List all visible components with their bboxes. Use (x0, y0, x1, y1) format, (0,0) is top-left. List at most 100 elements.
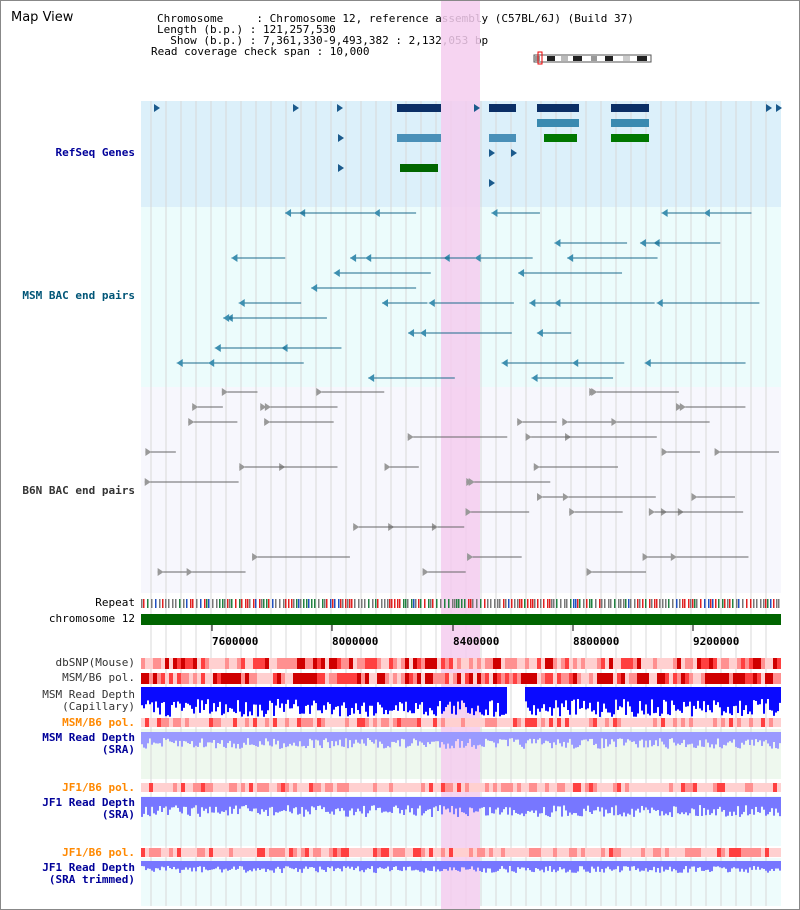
depth-bar (313, 732, 315, 748)
depth-bar (563, 861, 565, 869)
repeat-element (610, 599, 612, 608)
depth-bar (649, 732, 651, 741)
depth-bar (301, 861, 303, 873)
depth-bar (275, 687, 277, 706)
heat-cell (213, 658, 217, 669)
depth-bar (429, 687, 431, 708)
depth-bar (541, 687, 543, 709)
heat-cell (581, 848, 585, 857)
gene-arrow (776, 104, 782, 112)
depth-bar (491, 687, 493, 701)
heat-cell (613, 658, 617, 669)
heat-cell (397, 783, 401, 792)
depth-bar (285, 861, 287, 867)
bac-end (422, 568, 429, 576)
heat-cell (709, 658, 713, 669)
depth-bar (403, 861, 405, 867)
depth-bar (683, 687, 685, 702)
depth-bar (759, 687, 761, 705)
heat-cell (553, 848, 557, 857)
depth-bar (329, 687, 331, 704)
depth-bar (665, 797, 667, 814)
heat-cell (717, 718, 721, 727)
heat-cell (237, 783, 241, 792)
depth-bar (449, 797, 451, 813)
repeat-element (736, 599, 738, 608)
repeat-element (692, 599, 694, 608)
depth-bar (351, 861, 353, 867)
heat-cell (745, 673, 749, 684)
heat-cell (773, 848, 777, 857)
heat-cell (477, 673, 481, 684)
ideogram-band (573, 56, 582, 61)
depth-bar (157, 687, 159, 708)
heat-cell (581, 783, 585, 792)
heat-cell (389, 783, 393, 792)
depth-bar (321, 687, 323, 714)
depth-bar (677, 732, 679, 744)
depth-bar (523, 732, 525, 749)
depth-bar (221, 797, 223, 812)
depth-bar (563, 687, 565, 708)
heat-cell (501, 848, 505, 857)
depth-bar (361, 732, 363, 740)
heat-cell (313, 718, 317, 727)
heat-cell (453, 783, 457, 792)
depth-bar (245, 732, 247, 745)
depth-bar (477, 687, 479, 706)
depth-bar (437, 861, 439, 870)
depth-bar (173, 797, 175, 808)
repeat-element (547, 599, 549, 608)
depth-bar (591, 861, 593, 867)
depth-bar (323, 732, 325, 740)
depth-bar (529, 732, 531, 739)
heat-cell (633, 848, 637, 857)
heat-cell (701, 658, 705, 669)
repeat-element (428, 599, 430, 608)
heat-cell (549, 718, 553, 727)
heat-cell (637, 718, 641, 727)
depth-bar (771, 732, 773, 749)
bac-end (221, 388, 228, 396)
depth-bar (171, 861, 173, 870)
depth-bar (315, 797, 317, 811)
heat-cell (625, 673, 629, 684)
heat-cell (621, 848, 625, 857)
heat-cell (637, 658, 641, 669)
depth-bar (687, 797, 689, 816)
heat-cell (381, 718, 385, 727)
depth-bar (507, 732, 509, 747)
depth-bar (269, 687, 271, 701)
depth-bar (725, 797, 727, 817)
repeat-element (583, 599, 585, 608)
depth-bar (771, 797, 773, 809)
depth-bar (629, 687, 631, 707)
depth-bar (533, 797, 535, 813)
depth-bar (677, 797, 679, 814)
repeat-element (394, 599, 396, 608)
repeat-element (665, 599, 667, 608)
depth-bar (577, 732, 579, 748)
heat-cell (177, 718, 181, 727)
depth-bar (397, 861, 399, 870)
depth-bar (233, 687, 235, 712)
depth-bar (273, 687, 275, 716)
heat-cell (209, 673, 213, 684)
depth-bar (459, 732, 461, 748)
depth-bar (515, 797, 517, 813)
heat-cell (753, 673, 757, 684)
heat-cell (381, 783, 385, 792)
heat-cell (485, 658, 489, 669)
heat-cell (561, 673, 565, 684)
depth-bar (597, 687, 599, 702)
depth-bar (669, 861, 671, 867)
heat-cell (685, 718, 689, 727)
heat-cell (433, 658, 437, 669)
depth-bar (329, 861, 331, 869)
heat-cell (309, 673, 313, 684)
depth-bar (623, 732, 625, 746)
depth-bar (231, 732, 233, 748)
heat-cell (405, 718, 409, 727)
heat-cell (269, 718, 273, 727)
